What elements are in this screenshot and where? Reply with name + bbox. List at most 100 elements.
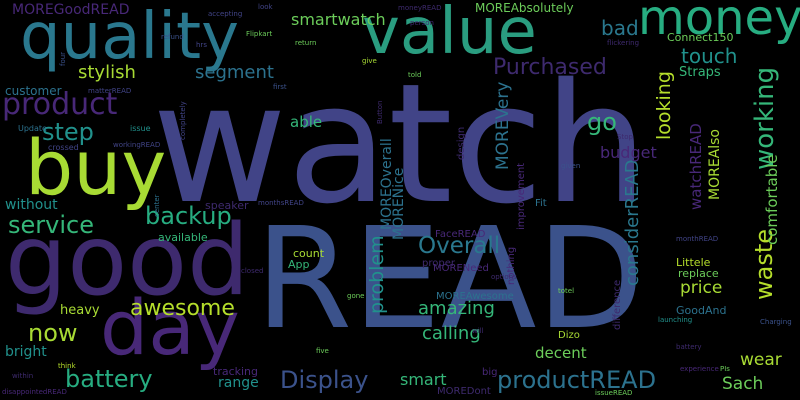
word: Update	[18, 124, 47, 133]
word: return	[295, 39, 317, 47]
word: experience	[680, 365, 719, 373]
word: wear	[740, 350, 782, 370]
word: MOREDont	[437, 386, 491, 397]
word: bad	[601, 16, 639, 40]
word: launching	[658, 316, 693, 324]
word: segment	[195, 62, 274, 83]
word: MOREVery	[493, 81, 513, 170]
word: four	[59, 51, 67, 66]
word: Littele	[676, 256, 711, 269]
word: workingREAD	[113, 141, 161, 149]
word: issueREAD	[595, 389, 633, 397]
word: bright	[5, 344, 47, 360]
word: money	[638, 0, 800, 46]
word: gone	[347, 292, 365, 300]
word: refund	[161, 33, 184, 41]
word: GoodAnd	[676, 304, 727, 317]
word: App	[288, 258, 310, 271]
word: look	[258, 3, 273, 11]
word: FaceREAD	[435, 229, 486, 240]
word: value	[362, 0, 537, 69]
word: price	[680, 278, 723, 298]
word: amazing	[418, 298, 495, 319]
word: Display	[280, 366, 369, 394]
word: think	[58, 362, 76, 370]
word: count	[293, 247, 325, 260]
word: disappointedREAD	[2, 388, 67, 396]
word: Purchased	[493, 55, 607, 80]
word: Sach	[722, 374, 764, 394]
word: flickering	[607, 39, 640, 47]
word: MOREGoodREAD	[12, 2, 130, 18]
word: looking	[653, 71, 675, 140]
word: watch	[152, 48, 649, 240]
word: replace	[678, 267, 719, 280]
word: accepting	[208, 10, 243, 18]
word: day	[100, 283, 240, 372]
word: give	[362, 57, 377, 65]
word: given	[561, 162, 581, 170]
word: smartwatch	[291, 10, 386, 29]
word: backup	[145, 202, 232, 230]
word: buy	[25, 123, 167, 212]
word: good	[5, 204, 250, 318]
word: Flipkart	[246, 30, 273, 38]
word: calling	[422, 323, 481, 344]
word: Connect150	[667, 31, 734, 44]
word: closed	[241, 267, 264, 275]
word: big	[482, 367, 498, 378]
word: matterREAD	[88, 87, 132, 95]
word: proper	[422, 258, 455, 269]
word: moneyREAD	[398, 4, 442, 12]
word: problem	[366, 235, 388, 314]
word: within	[12, 372, 34, 380]
word: first	[273, 83, 287, 91]
word: awesome	[130, 296, 235, 321]
word: service	[8, 211, 94, 239]
word: productREAD	[497, 366, 657, 394]
word: budget	[600, 143, 657, 162]
word: quality	[20, 0, 239, 74]
word: completely	[179, 101, 187, 140]
word: Stop	[617, 133, 633, 141]
word: monthsREAD	[258, 199, 304, 207]
word: smart	[400, 370, 447, 389]
word: will	[472, 327, 484, 335]
word: MOREAbsolutely	[475, 1, 574, 15]
word: watchREAD	[687, 123, 705, 210]
word: go	[587, 108, 617, 136]
word: range	[218, 375, 259, 391]
word: considerREAD	[622, 159, 643, 286]
word: Straps	[679, 65, 721, 80]
word: MORENeed	[433, 263, 489, 274]
word: person	[410, 19, 434, 27]
word: available	[158, 231, 208, 244]
word: told	[408, 71, 422, 79]
word: speaker	[205, 199, 249, 212]
word: Overall	[418, 233, 501, 259]
word: stylish	[78, 62, 136, 83]
word: comfortable	[763, 154, 781, 245]
word: hrs	[196, 41, 207, 49]
word: Charging	[760, 318, 792, 326]
word: able	[290, 113, 323, 131]
word: now	[28, 319, 78, 347]
word: battery	[676, 343, 702, 351]
word: MOREAlso	[707, 129, 723, 200]
word: step	[42, 118, 94, 146]
word: battery	[65, 365, 153, 393]
word: heavy	[60, 303, 100, 318]
word: improvement	[516, 162, 527, 230]
word: Fit	[535, 198, 547, 209]
word: READ	[255, 198, 645, 361]
word: decent	[535, 344, 587, 362]
word: monthREAD	[676, 235, 719, 243]
word: options	[491, 273, 517, 281]
word: MOREAwesome	[436, 291, 514, 302]
word: difference	[612, 279, 623, 330]
word: Dizo	[558, 330, 580, 341]
word: tracking	[213, 365, 259, 378]
word: design	[456, 126, 467, 160]
word: issue	[130, 124, 151, 133]
